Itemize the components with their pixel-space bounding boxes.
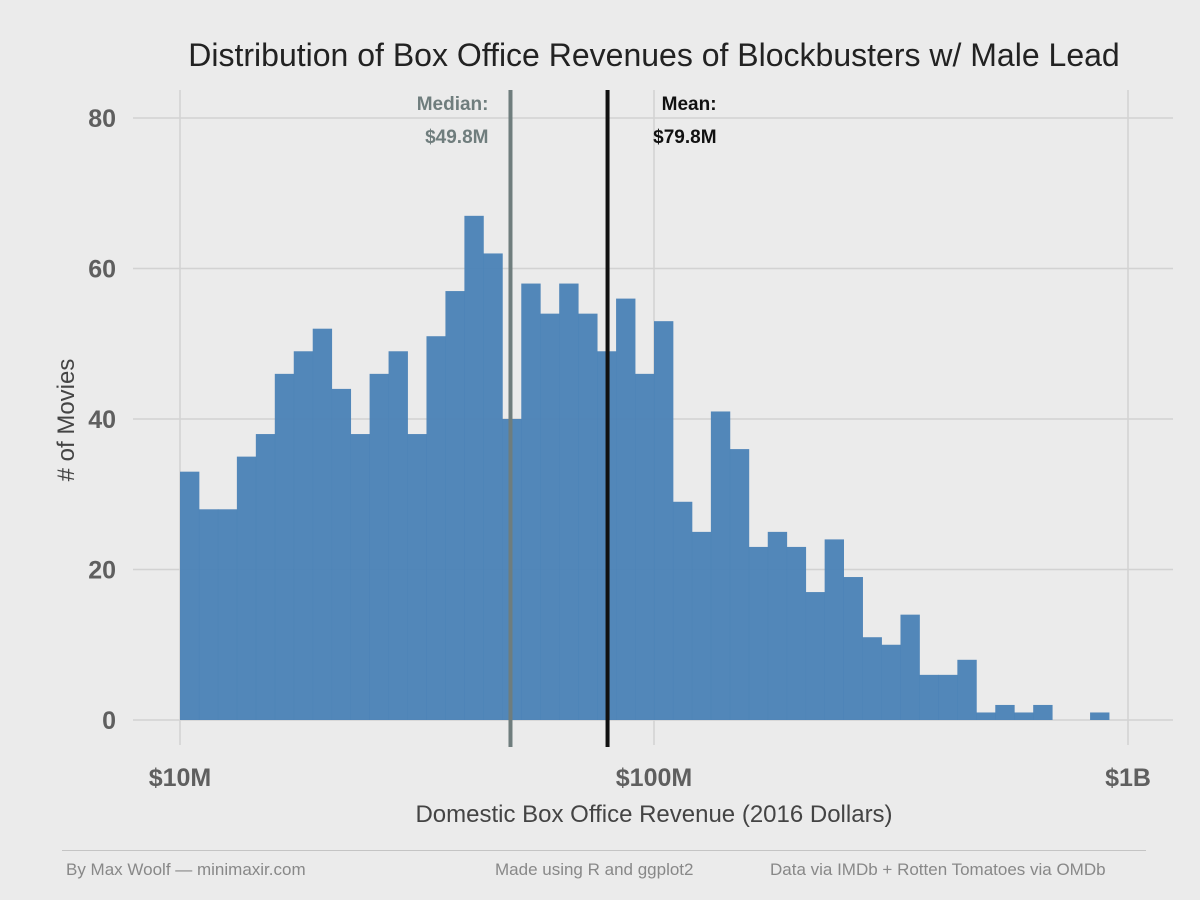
histogram-bar <box>824 539 844 720</box>
histogram-bar <box>464 215 484 720</box>
x-axis-label: Domestic Box Office Revenue (2016 Dollar… <box>415 801 892 828</box>
y-tick-label: 40 <box>88 406 116 434</box>
histogram-bar <box>483 253 503 720</box>
footer-data-source: Data via IMDb + Rotten Tomatoes via OMDb <box>770 860 1106 879</box>
histogram-bar <box>1014 712 1034 720</box>
histogram-bar <box>862 637 882 720</box>
mean-label: Mean: <box>662 94 717 115</box>
histogram-bar <box>388 351 408 720</box>
histogram-bar <box>710 411 731 720</box>
histogram-bar <box>1033 704 1053 720</box>
histogram-bar <box>426 336 446 720</box>
histogram-bar <box>786 546 807 720</box>
histogram-bar <box>767 531 788 720</box>
histogram-bar <box>350 434 370 720</box>
histogram-bar <box>293 351 314 720</box>
histogram-bar <box>672 501 693 720</box>
y-tick-label: 80 <box>88 105 116 133</box>
x-tick-label: $1B <box>1105 764 1151 792</box>
histogram-bar <box>578 313 598 720</box>
histogram-bar <box>255 434 276 720</box>
histogram-bar <box>559 283 579 720</box>
histogram-bar <box>540 313 560 720</box>
histogram-bar <box>331 388 352 720</box>
y-tick-label: 20 <box>88 557 116 585</box>
histogram-bar <box>919 674 939 720</box>
axis-ticks: 0 20 40 60 80 $10M $100M $1B <box>88 105 1151 792</box>
histogram-bar <box>217 509 238 720</box>
histogram-bar <box>748 546 769 720</box>
histogram-bar <box>881 644 901 720</box>
histogram-bar <box>938 674 958 720</box>
footer-made-with: Made using R and ggplot2 <box>495 860 694 879</box>
histogram-bar <box>976 712 996 720</box>
median-label: Median: <box>417 94 489 115</box>
histogram-bar <box>729 449 750 720</box>
histogram-bar <box>312 328 333 720</box>
histogram-bar <box>236 456 257 720</box>
chart-title: Distribution of Box Office Revenues of B… <box>188 37 1119 73</box>
histogram-bar <box>616 298 636 720</box>
histogram-bar <box>198 509 219 720</box>
histogram-bars <box>180 215 1110 720</box>
footer-credit: By Max Woolf — minimaxir.com <box>66 860 306 879</box>
histogram-bar <box>445 291 465 720</box>
histogram-bar <box>635 373 655 720</box>
median-value-label: $49.8M <box>425 127 488 148</box>
histogram-bar <box>521 283 541 720</box>
y-tick-label: 0 <box>102 707 116 735</box>
histogram-bar <box>180 471 200 720</box>
histogram-bar <box>691 531 712 720</box>
y-tick-label: 60 <box>88 256 116 284</box>
histogram-bar <box>1090 712 1110 720</box>
footer-divider <box>62 850 1146 851</box>
reference-lines: Median: $49.8M Mean: $79.8M <box>417 90 717 747</box>
histogram-bar <box>957 659 977 720</box>
histogram-bar <box>843 577 863 720</box>
histogram-bar <box>407 434 427 720</box>
mean-value-label: $79.8M <box>653 127 716 148</box>
histogram-bar <box>995 704 1015 720</box>
histogram-bar <box>900 614 920 720</box>
histogram-bar <box>274 373 295 720</box>
y-axis-label: # of Movies <box>53 359 80 482</box>
histogram-bar <box>654 321 674 720</box>
histogram-bar <box>369 373 389 720</box>
x-tick-label: $100M <box>616 764 692 792</box>
x-tick-label: $10M <box>149 764 212 792</box>
histogram-bar <box>805 592 826 720</box>
